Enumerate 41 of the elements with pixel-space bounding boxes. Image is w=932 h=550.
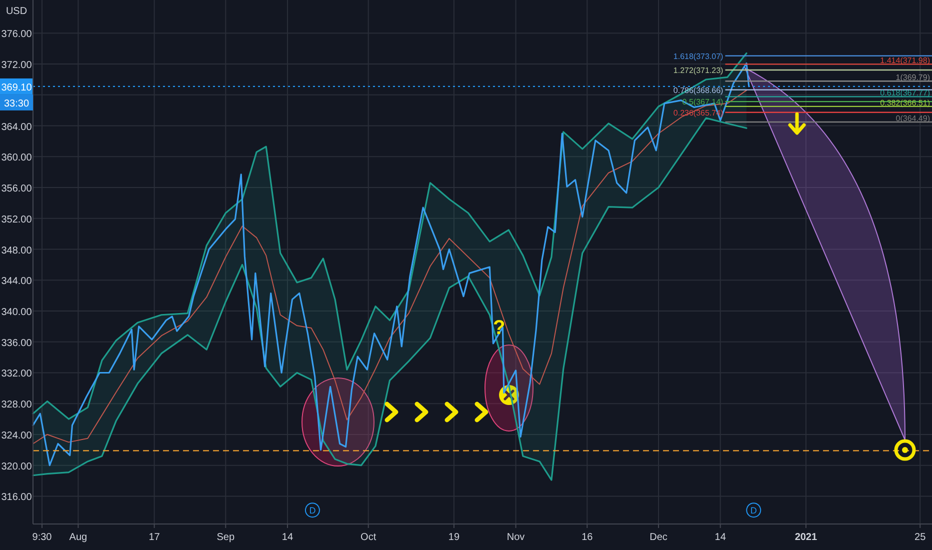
y-tick-label: 348.00 [1, 245, 32, 256]
annotation: D [309, 506, 316, 516]
y-tick-label: 324.00 [1, 430, 32, 442]
text: 33:30 [4, 98, 30, 110]
x-tick-label: 16 [582, 532, 594, 543]
ref-line-label: 369.10 [1, 82, 32, 94]
y-tick-label: 332.00 [1, 368, 32, 380]
x-tick-label: Aug [69, 532, 88, 543]
ref-line-label: 1.618(373.07) [673, 52, 724, 61]
x-tick-label: Nov [506, 532, 525, 543]
x-tick-label: Oct [360, 532, 376, 543]
annotation: D [750, 506, 758, 516]
x-tick-label: 19 [448, 532, 460, 543]
y-tick-label: 360.00 [1, 152, 32, 164]
y-tick-label: 340.00 [1, 307, 32, 318]
x-tick-label: Sep [216, 532, 235, 543]
y-tick-label: 344.00 [1, 276, 32, 288]
y-tick-label: 316.00 [1, 492, 32, 504]
y-tick-label: 328.00 [1, 400, 32, 411]
annotation: ? [493, 317, 506, 340]
ref-line-label: 1.272(371.23) [673, 66, 724, 75]
y-tick-label: 336.00 [1, 338, 32, 349]
y-tick-label: 320.00 [1, 461, 32, 472]
x-tick-label: 14 [714, 532, 726, 543]
x-tick-label: 17 [148, 532, 160, 543]
text: USD [6, 6, 28, 17]
y-tick-label: 376.00 [1, 29, 32, 40]
x-tick-label: 2021 [794, 532, 818, 543]
y-tick-label: 356.00 [1, 184, 32, 195]
y-tick-label: 364.00 [1, 122, 32, 133]
y-tick-label: 352.00 [1, 214, 32, 226]
x-tick-label: 14 [282, 532, 294, 543]
ref-line-label: 0.618(367.77) [880, 88, 930, 98]
y-tick-label: 372.00 [1, 60, 32, 72]
ref-line-label: 0(364.49) [896, 114, 930, 124]
x-tick-label: 25 [914, 532, 926, 543]
ref-line-label: 1(369.79) [896, 73, 930, 82]
x-tick-label: 9:30 [32, 532, 52, 543]
line-series [32, 117, 748, 481]
x-tick-label: Dec [650, 532, 668, 543]
ref-line-label: 1.414(371.98) [880, 56, 930, 66]
